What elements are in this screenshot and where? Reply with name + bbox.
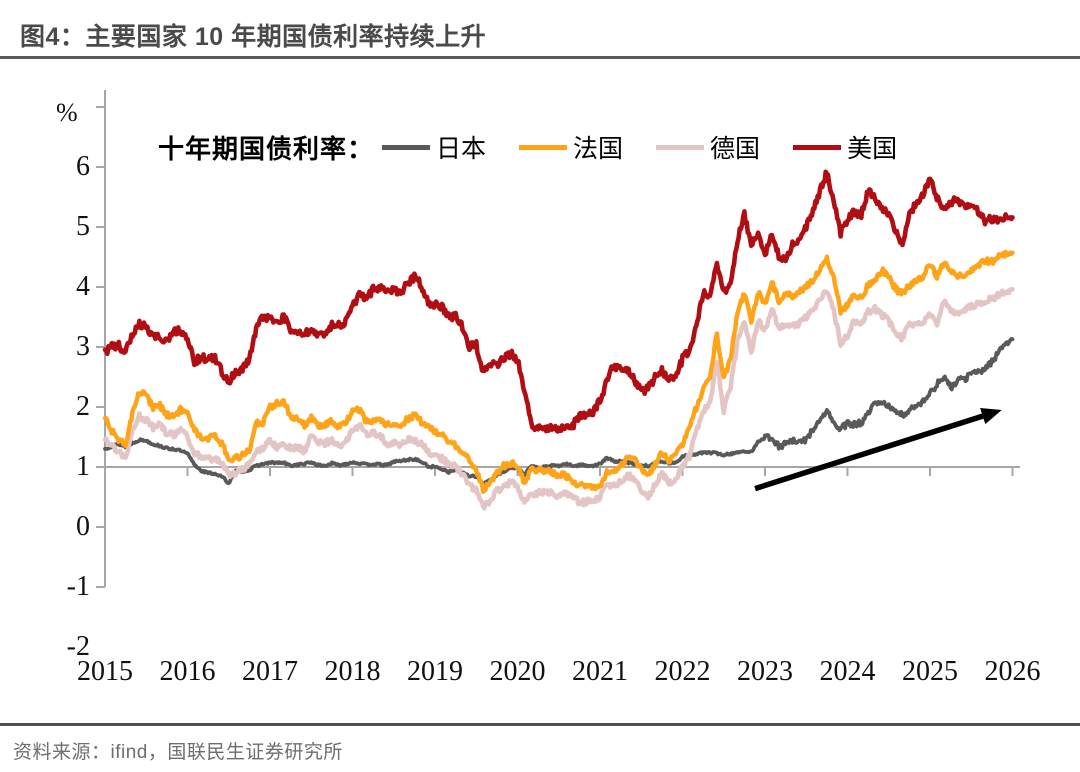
legend-label-us: 美国 <box>847 136 898 163</box>
trend-arrow-head <box>980 407 1002 425</box>
legend-swatch-japan <box>382 144 431 150</box>
y-axis-label--1: -1 <box>66 571 90 602</box>
legend-label-germany: 德国 <box>710 136 761 163</box>
series-line-japan <box>103 336 1015 487</box>
figure-title: 图4：主要国家 10 年期国债利率持续上升 <box>20 23 487 51</box>
y-axis-label-3: 3 <box>76 331 90 362</box>
legend-swatch-france <box>519 144 568 150</box>
source-divider <box>0 723 1080 726</box>
x-axis-label-2023: 2023 <box>737 656 793 687</box>
legend-swatch-germany <box>656 144 705 150</box>
y-axis-label-2: 2 <box>76 391 90 422</box>
x-axis-label-2025: 2025 <box>902 656 958 687</box>
x-axis-label-2015: 2015 <box>77 656 133 687</box>
y-axis-label-4: 4 <box>76 271 90 302</box>
series-line-france <box>102 249 1015 494</box>
x-axis-label-2024: 2024 <box>819 656 876 687</box>
y-axis-label--2: -2 <box>66 631 90 662</box>
legend-swatch-us <box>793 144 842 150</box>
x-axis-label-2018: 2018 <box>324 656 381 687</box>
x-axis-label-2022: 2022 <box>654 656 711 687</box>
x-axis-label-2020: 2020 <box>489 656 546 687</box>
y-axis-unit-label: % <box>56 98 78 127</box>
legend-label-france: 法国 <box>573 136 624 163</box>
y-axis-label-1: 1 <box>76 451 90 482</box>
chart-legend: 十年期国债利率： 日本 法国 德国 美国 <box>158 130 930 164</box>
y-axis-label-5: 5 <box>76 211 90 242</box>
bond-yield-chart: % 十年期国债利率： 日本 法国 德国 美国 6 5 4 3 2 1 0 -1 -2 2015 2016… <box>0 60 1080 720</box>
x-axis-label-2019: 2019 <box>407 656 463 687</box>
trend-arrow-shaft <box>754 413 984 492</box>
x-axis-label-2017: 2017 <box>242 656 298 687</box>
title-divider <box>0 56 1080 59</box>
x-axis-label-2026: 2026 <box>984 656 1041 687</box>
series-line-us <box>102 169 1015 434</box>
source-text: 资料来源：ifind，国联民生证券研究所 <box>13 742 343 763</box>
legend-item-germany: 德国 <box>656 129 760 165</box>
series-line-germany <box>102 286 1015 511</box>
legend-item-japan: 日本 <box>382 129 486 165</box>
plot-area <box>96 90 1020 588</box>
legend-item-france: 法国 <box>519 129 623 165</box>
y-axis-label-0: 0 <box>76 511 90 542</box>
legend-item-us: 美国 <box>793 129 897 165</box>
x-axis-label-2021: 2021 <box>572 656 628 687</box>
legend-label-japan: 日本 <box>436 136 487 163</box>
x-axis-label-2016: 2016 <box>159 656 216 687</box>
legend-title: 十年期国债利率： <box>158 134 375 164</box>
y-axis-label-6: 6 <box>76 151 90 182</box>
